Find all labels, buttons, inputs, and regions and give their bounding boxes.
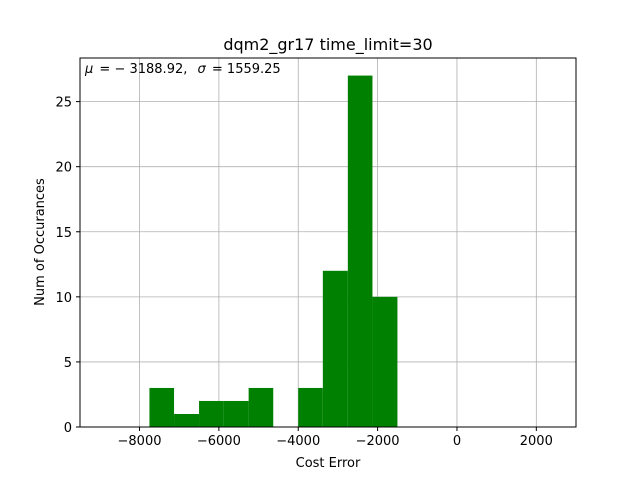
histogram-bar-1 [174, 413, 200, 427]
y-tick-label-2: 10 [55, 291, 72, 306]
chart-title: dqm2_gr17 time_limit=30 [223, 35, 432, 55]
sigma-value: = 1559.25 [212, 62, 281, 77]
y-tick-label-5: 25 [55, 96, 72, 111]
y-axis-label: Num of Occurances [33, 178, 48, 306]
histogram-bar-8 [347, 75, 373, 428]
histogram-bars [149, 75, 398, 428]
x-tick-label-0: −8000 [118, 434, 162, 449]
x-tick-label-3: −2000 [356, 434, 400, 449]
histogram-bar-6 [298, 387, 323, 427]
x-axis-ticks: −8000 −6000 −4000 −2000 0 2000 [118, 427, 553, 449]
mu-symbol: μ [84, 62, 93, 77]
histogram-bar-3 [223, 400, 249, 427]
histogram-bar-7 [322, 270, 348, 427]
y-tick-label-4: 20 [55, 161, 72, 176]
plot-frame [79, 57, 577, 428]
histogram-bar-9 [372, 296, 398, 427]
mu-value: = − 3188.92, [99, 62, 187, 77]
x-tick-label-5: 2000 [520, 434, 553, 449]
y-tick-label-3: 15 [55, 226, 72, 241]
y-tick-label-1: 5 [64, 356, 72, 371]
y-tick-label-0: 0 [64, 421, 72, 436]
x-tick-label-4: 0 [453, 434, 461, 449]
sigma-symbol: σ [198, 62, 207, 77]
x-tick-label-1: −6000 [197, 434, 241, 449]
histogram-bar-2 [199, 400, 224, 427]
y-axis-ticks: 0 5 10 15 20 25 [55, 96, 80, 436]
histogram-bar-4 [248, 387, 274, 427]
stats-annotation: μ = − 3188.92, σ = 1559.25 [84, 62, 281, 77]
x-axis-label: Cost Error [296, 456, 361, 471]
x-tick-label-2: −4000 [276, 434, 320, 449]
histogram-bar-0 [149, 387, 175, 427]
